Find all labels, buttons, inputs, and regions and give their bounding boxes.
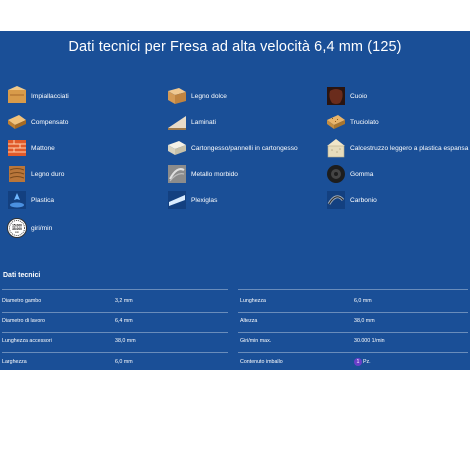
aerated-concrete-icon xyxy=(326,138,346,158)
spec-row-accessory-length: Lunghezza accessori 38,0 mm xyxy=(2,338,136,344)
rpm-low-text: 15.000 xyxy=(12,223,22,227)
plywood-icon xyxy=(7,112,27,132)
material-plywood: Compensato xyxy=(7,112,68,132)
material-plasterboard: Cartongesso/pannelli in cartongesso xyxy=(167,138,298,158)
page-title: Dati tecnici per Fresa ad alta velocità … xyxy=(68,39,402,55)
material-hardwood: Legno duro xyxy=(7,164,64,184)
divider xyxy=(2,312,228,313)
material-brick: Mattone xyxy=(7,138,55,158)
material-plastic: Plastica xyxy=(7,190,54,210)
plastic-icon xyxy=(7,190,27,210)
material-softwood: Legno dolce xyxy=(167,86,227,106)
divider xyxy=(238,289,468,290)
divider xyxy=(2,332,228,333)
rpm-unit-text: min xyxy=(15,230,20,234)
rubber-icon xyxy=(326,164,346,184)
material-soft-metal: Metallo morbido xyxy=(167,164,238,184)
divider xyxy=(2,289,228,290)
material-plexiglass: Plexiglas xyxy=(167,190,217,210)
material-rubber: Gomma xyxy=(326,164,373,184)
plasterboard-icon xyxy=(167,138,187,158)
material-leather: Cuoio xyxy=(326,86,367,106)
material-chipboard: Truciolato xyxy=(326,112,379,132)
material-veneer: Impiallacciati xyxy=(7,86,69,106)
material-carbon: Carbonio xyxy=(326,190,377,210)
rpm-high-text: 35.000 xyxy=(12,227,22,231)
spec-row-max-rpm: Giri/min max. 30.000 1/min xyxy=(240,338,385,344)
rpm-icon: 15.000 35.000 min xyxy=(7,218,27,238)
carbon-icon xyxy=(326,190,346,210)
spec-row-shank-diameter: Diametro gambo 3,2 mm xyxy=(2,298,133,304)
leather-icon xyxy=(326,86,346,106)
spec-row-length: Lunghezza 6,0 mm xyxy=(240,298,372,304)
brick-icon xyxy=(7,138,27,158)
quantity-badge: 1 xyxy=(354,358,362,366)
softwood-icon xyxy=(167,86,187,106)
hardwood-icon xyxy=(7,164,27,184)
spec-row-height: Altezza 38,0 mm xyxy=(240,318,375,324)
material-aerated-concrete: Calcestruzzo leggero a plastica espansa xyxy=(326,138,468,158)
divider xyxy=(238,352,468,353)
section-title: Dati tecnici xyxy=(3,272,41,279)
divider xyxy=(238,312,468,313)
material-rpm: 15.000 35.000 min giri/min xyxy=(7,218,52,238)
spec-row-width: Larghezza 6,0 mm xyxy=(2,359,133,365)
divider xyxy=(238,332,468,333)
laminate-icon xyxy=(167,112,187,132)
spec-row-working-diameter: Diametro di lavoro 6,4 mm xyxy=(2,318,133,324)
spec-row-package-content: Contenuto imballo 1 Pz. xyxy=(240,358,371,366)
soft-metal-icon xyxy=(167,164,187,184)
tech-data-panel: Dati tecnici per Fresa ad alta velocità … xyxy=(0,31,470,370)
material-laminate: Laminati xyxy=(167,112,216,132)
plexiglass-icon xyxy=(167,190,187,210)
veneer-icon xyxy=(7,86,27,106)
chipboard-icon xyxy=(326,112,346,132)
divider xyxy=(2,352,228,353)
quantity-unit: Pz. xyxy=(363,359,371,365)
